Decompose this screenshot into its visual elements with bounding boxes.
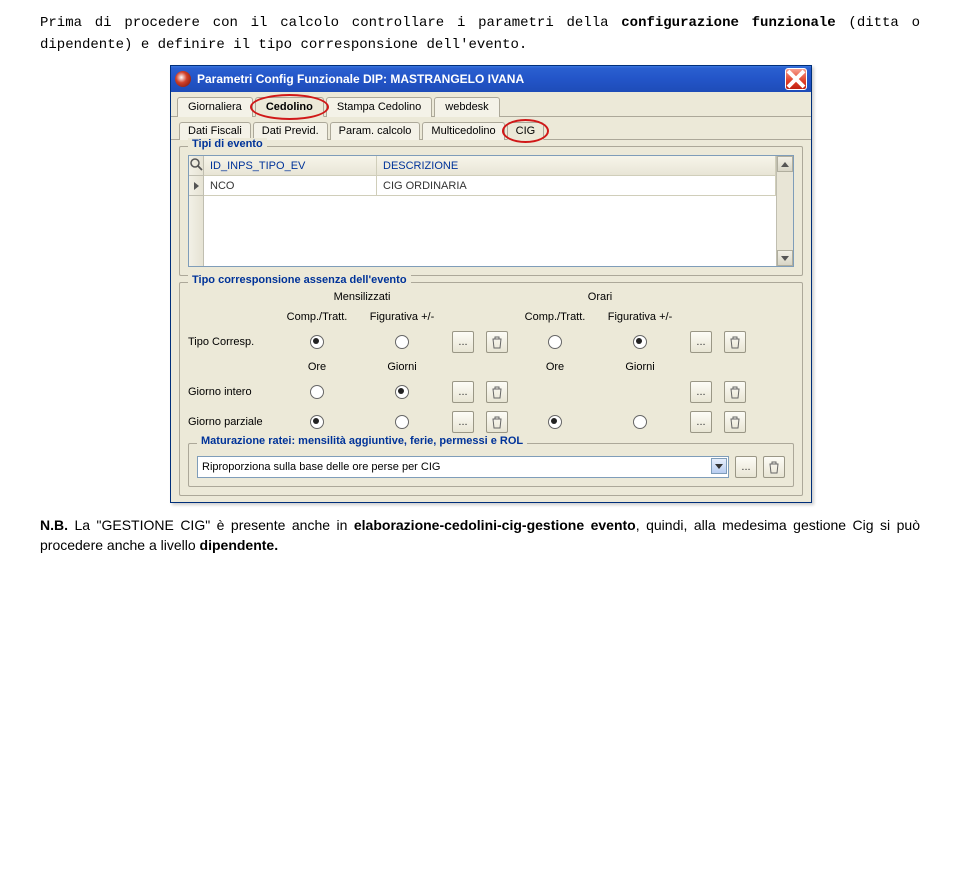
main-tabstrip: Giornaliera Cedolino Stampa Cedolino web… bbox=[171, 92, 811, 117]
grid-gutter bbox=[189, 156, 204, 266]
gutter-head[interactable] bbox=[189, 156, 203, 176]
col-figurativa-2: Figurativa +/- bbox=[600, 311, 680, 323]
cell-id: NCO bbox=[204, 176, 377, 195]
col-figurativa-1: Figurativa +/- bbox=[362, 311, 442, 323]
detail-button-6[interactable]: ... bbox=[690, 411, 712, 433]
scroll-up-button[interactable] bbox=[777, 156, 793, 172]
trash-button-5[interactable] bbox=[486, 411, 508, 433]
legend-corresp: Tipo corresponsione assenza dell'evento bbox=[188, 274, 411, 286]
titlebar[interactable]: Parametri Config Funzionale DIP: MASTRAN… bbox=[171, 66, 811, 92]
intro-line1-bold: configurazione funzionale bbox=[621, 15, 835, 31]
group-ratei: Maturazione ratei: mensilità aggiuntive,… bbox=[188, 443, 794, 487]
col-comp-tratt-2: Comp./Tratt. bbox=[520, 311, 590, 323]
grid-header-row: ID_INPS_TIPO_EV DESCRIZIONE bbox=[204, 156, 776, 176]
sub-tabstrip: Dati Fiscali Dati Previd. Param. calcolo… bbox=[171, 117, 811, 140]
group-tipi-evento: Tipi di evento ID_INPS_TIPO_EV DESCRIZIO… bbox=[179, 146, 803, 276]
radio-gp-orari-ore[interactable] bbox=[548, 415, 562, 429]
footer-bold2: dipendente. bbox=[200, 537, 279, 553]
trash-button[interactable] bbox=[486, 331, 508, 353]
search-icon[interactable] bbox=[190, 158, 203, 174]
group-mensilizzati: Mensilizzati bbox=[282, 291, 442, 303]
tab-webdesk[interactable]: webdesk bbox=[434, 97, 499, 117]
group-corresponsione: Tipo corresponsione assenza dell'evento … bbox=[179, 282, 803, 496]
detail-button-2[interactable]: ... bbox=[690, 331, 712, 353]
intro-paragraph: Prima di procedere con il calcolo contro… bbox=[40, 12, 920, 55]
trash-button-2[interactable] bbox=[724, 331, 746, 353]
col-comp-tratt-1: Comp./Tratt. bbox=[282, 311, 352, 323]
radio-gp-mens-giorni[interactable] bbox=[395, 415, 409, 429]
scroll-down-button[interactable] bbox=[777, 250, 793, 266]
ratei-select-value: Riproporziona sulla base delle ore perse… bbox=[202, 461, 440, 473]
ratei-trash-button[interactable] bbox=[763, 456, 785, 478]
radio-gp-mens-ore[interactable] bbox=[310, 415, 324, 429]
ratei-select[interactable]: Riproporziona sulla base delle ore perse… bbox=[197, 456, 729, 478]
radio-gp-orari-giorni[interactable] bbox=[633, 415, 647, 429]
intro-line1-pre: Prima di procedere con il calcolo contro… bbox=[40, 15, 621, 31]
detail-button-5[interactable]: ... bbox=[452, 411, 474, 433]
footer-nb: N.B. bbox=[40, 517, 68, 533]
detail-button-4[interactable]: ... bbox=[690, 381, 712, 403]
trash-button-3[interactable] bbox=[486, 381, 508, 403]
cell-descr: CIG ORDINARIA bbox=[377, 176, 776, 195]
col-id[interactable]: ID_INPS_TIPO_EV bbox=[204, 156, 377, 175]
ratei-row: Riproporziona sulla base delle ore perse… bbox=[197, 456, 785, 478]
tab-giornaliera[interactable]: Giornaliera bbox=[177, 97, 253, 117]
ratei-detail-button[interactable]: ... bbox=[735, 456, 757, 478]
radio-tipo-orari-fig[interactable] bbox=[633, 335, 647, 349]
subtab-multicedolino[interactable]: Multicedolino bbox=[422, 122, 504, 140]
row-giorno-parziale-label: Giorno parziale bbox=[188, 416, 272, 428]
legend-tipi-evento: Tipi di evento bbox=[188, 138, 267, 150]
subtab-param-calcolo[interactable]: Param. calcolo bbox=[330, 122, 421, 140]
tab-cedolino[interactable]: Cedolino bbox=[255, 97, 324, 117]
radio-gi-mens-ore[interactable] bbox=[310, 385, 324, 399]
corresp-grid: Mensilizzati Orari Comp./Tratt. Figurati… bbox=[188, 291, 794, 433]
row-tipo-corresp-label: Tipo Corresp. bbox=[188, 336, 272, 348]
footer-text1: La "GESTIONE CIG" è presente anche in bbox=[68, 517, 354, 533]
app-icon bbox=[175, 71, 191, 87]
row-giorno-intero-label: Giorno intero bbox=[188, 386, 272, 398]
radio-tipo-orari-comp[interactable] bbox=[548, 335, 562, 349]
config-window: Parametri Config Funzionale DIP: MASTRAN… bbox=[170, 65, 812, 503]
tab-stampa-cedolino[interactable]: Stampa Cedolino bbox=[326, 97, 432, 117]
trash-button-6[interactable] bbox=[724, 411, 746, 433]
col-descr[interactable]: DESCRIZIONE bbox=[377, 156, 776, 175]
lbl-giorni-2: Giorni bbox=[600, 361, 680, 373]
radio-tipo-mens-comp[interactable] bbox=[310, 335, 324, 349]
footer-bold1: elaborazione-cedolini-cig-gestione event… bbox=[354, 517, 636, 533]
grid-data-row[interactable]: NCO CIG ORDINARIA bbox=[204, 176, 776, 196]
detail-button-3[interactable]: ... bbox=[452, 381, 474, 403]
row-marker[interactable] bbox=[189, 176, 203, 196]
grid-scrollbar[interactable] bbox=[776, 156, 793, 266]
group-orari: Orari bbox=[520, 291, 680, 303]
legend-ratei: Maturazione ratei: mensilità aggiuntive,… bbox=[197, 435, 527, 447]
grid-main: ID_INPS_TIPO_EV DESCRIZIONE NCO CIG ORDI… bbox=[204, 156, 776, 266]
lbl-giorni-1: Giorni bbox=[362, 361, 442, 373]
footer-paragraph: N.B. La "GESTIONE CIG" è presente anche … bbox=[40, 515, 920, 556]
radio-tipo-mens-fig[interactable] bbox=[395, 335, 409, 349]
dropdown-arrow-icon[interactable] bbox=[711, 458, 727, 474]
lbl-ore-1: Ore bbox=[282, 361, 352, 373]
close-button[interactable] bbox=[785, 68, 807, 90]
tipi-evento-grid: ID_INPS_TIPO_EV DESCRIZIONE NCO CIG ORDI… bbox=[188, 155, 794, 267]
detail-button[interactable]: ... bbox=[452, 331, 474, 353]
trash-button-4[interactable] bbox=[724, 381, 746, 403]
lbl-ore-2: Ore bbox=[520, 361, 590, 373]
subtab-cig[interactable]: CIG bbox=[507, 122, 545, 140]
radio-gi-mens-giorni[interactable] bbox=[395, 385, 409, 399]
window-title: Parametri Config Funzionale DIP: MASTRAN… bbox=[197, 72, 785, 86]
